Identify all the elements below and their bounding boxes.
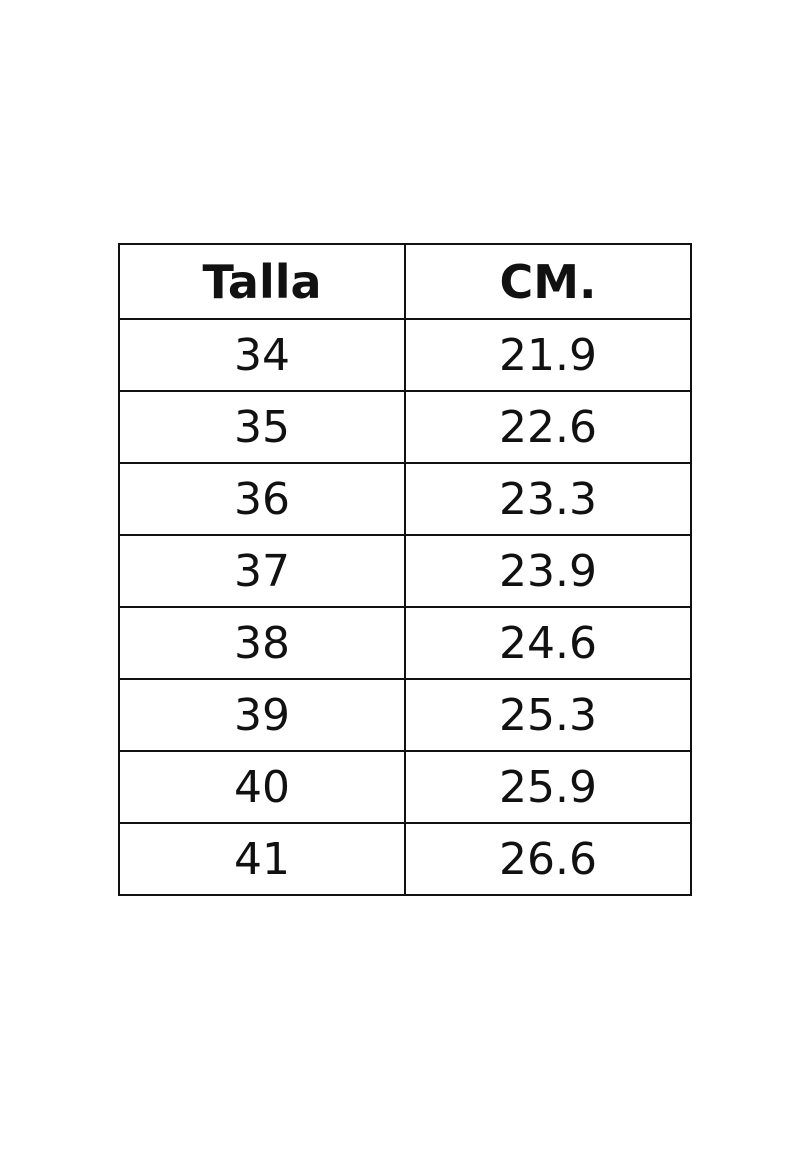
size-table: Talla CM. 34 21.9 35 22.6 36 23.3 37 23.9 38 24.6…	[118, 243, 692, 896]
talla-cell: 34	[118, 318, 406, 392]
talla-cell: 40	[118, 750, 406, 824]
table-row: 36 23.3	[118, 462, 692, 536]
talla-cell: 36	[118, 462, 406, 536]
cm-cell: 23.3	[404, 462, 692, 536]
table-row: 41 26.6	[118, 822, 692, 896]
header-row: Talla CM.	[118, 243, 692, 320]
cm-cell: 25.9	[404, 750, 692, 824]
header-cm: CM.	[404, 243, 692, 320]
talla-cell: 41	[118, 822, 406, 896]
cm-cell: 26.6	[404, 822, 692, 896]
cm-cell: 22.6	[404, 390, 692, 464]
header-talla: Talla	[118, 243, 406, 320]
cm-cell: 24.6	[404, 606, 692, 680]
table-row: 34 21.9	[118, 318, 692, 392]
cm-cell: 21.9	[404, 318, 692, 392]
talla-cell: 39	[118, 678, 406, 752]
talla-cell: 38	[118, 606, 406, 680]
cm-cell: 23.9	[404, 534, 692, 608]
table-row: 37 23.9	[118, 534, 692, 608]
talla-cell: 35	[118, 390, 406, 464]
table-row: 40 25.9	[118, 750, 692, 824]
table-row: 35 22.6	[118, 390, 692, 464]
talla-cell: 37	[118, 534, 406, 608]
cm-cell: 25.3	[404, 678, 692, 752]
table-row: 39 25.3	[118, 678, 692, 752]
table-row: 38 24.6	[118, 606, 692, 680]
